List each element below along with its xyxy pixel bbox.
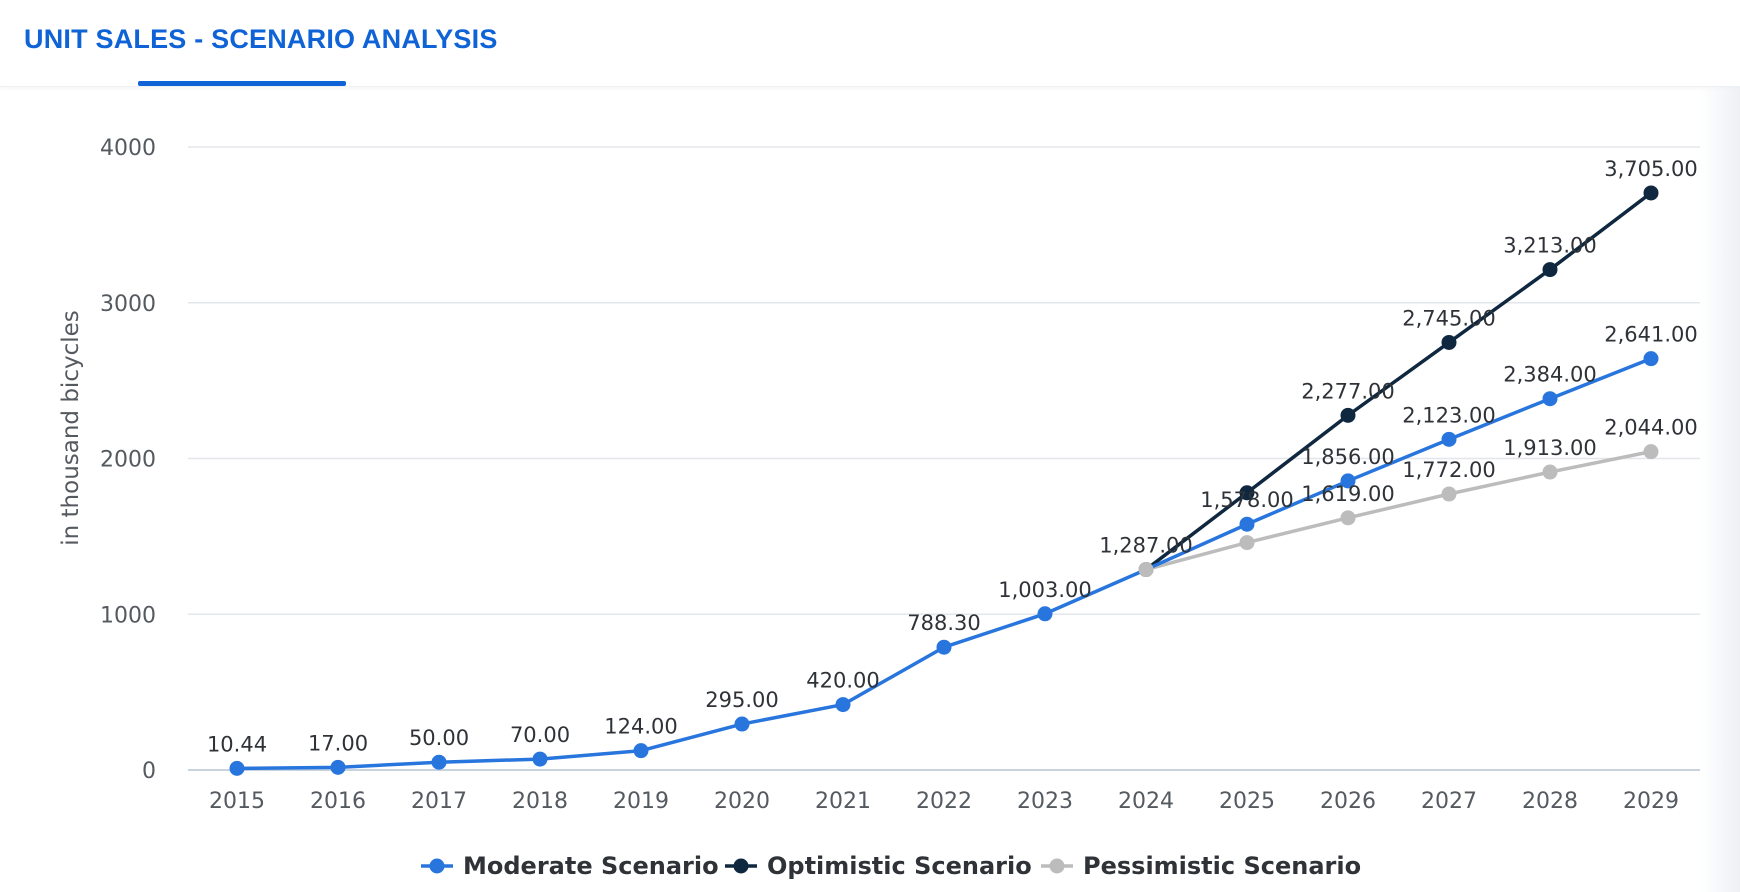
legend-item-label: Pessimistic Scenario	[1083, 852, 1361, 880]
data-point	[1441, 431, 1457, 447]
data-label: 50.00	[409, 726, 469, 750]
x-tick-label: 2027	[1421, 789, 1477, 814]
data-point	[1542, 464, 1558, 480]
legend-marker	[1049, 858, 1065, 874]
data-point	[1441, 334, 1457, 350]
x-tick-label: 2028	[1522, 789, 1578, 814]
scroll-edge-shadow	[1700, 86, 1740, 892]
data-label: 2,123.00	[1402, 403, 1496, 427]
y-tick-label: 4000	[100, 136, 156, 161]
data-point	[229, 760, 245, 776]
legend-item-label: Optimistic Scenario	[767, 852, 1032, 880]
x-tick-label: 2019	[613, 789, 669, 814]
legend: Moderate Scenario Optimistic Scenario Pess…	[421, 852, 1361, 880]
y-tick-label: 3000	[100, 292, 156, 317]
x-tick-label: 2018	[512, 789, 568, 814]
data-label: 2,384.00	[1503, 363, 1597, 387]
data-label: 10.44	[207, 732, 267, 756]
data-point	[1239, 516, 1255, 532]
grid-lines	[188, 146, 1700, 771]
data-point	[1643, 444, 1659, 460]
data-label: 3,213.00	[1503, 234, 1597, 258]
series-line	[1145, 449, 1652, 572]
y-axis-label: in thousand bicycles	[58, 310, 84, 546]
data-point	[1441, 486, 1457, 502]
data-point	[734, 716, 750, 732]
x-tick-label: 2024	[1118, 789, 1174, 814]
active-tab-indicator	[138, 81, 346, 86]
x-tick-label: 2021	[815, 789, 871, 814]
data-labels: 10.44 17.00 50.00 70.00 124.00 295.00 420.00 78…	[207, 157, 1698, 756]
data-label: 295.00	[705, 688, 778, 712]
series-points	[229, 185, 1659, 776]
data-point	[1340, 407, 1356, 423]
data-point	[1239, 485, 1255, 501]
data-label: 1,619.00	[1301, 482, 1395, 506]
data-label: 1,913.00	[1503, 436, 1597, 460]
legend-item-label: Moderate Scenario	[463, 852, 719, 880]
data-label: 2,277.00	[1301, 379, 1395, 403]
x-tick-label: 2023	[1017, 789, 1073, 814]
data-point	[1340, 473, 1356, 489]
data-label: 420.00	[806, 669, 879, 693]
data-point	[1643, 351, 1659, 367]
y-tick-label: 0	[142, 759, 156, 784]
data-point	[1542, 391, 1558, 407]
data-point	[532, 751, 548, 767]
data-label: 2,044.00	[1604, 416, 1698, 440]
data-point	[633, 743, 649, 759]
y-axis-ticks: 0 1000 2000 3000 4000	[100, 136, 156, 784]
data-label: 1,856.00	[1301, 445, 1395, 469]
data-label: 2,745.00	[1402, 306, 1496, 330]
legend-marker	[429, 858, 445, 874]
data-point	[1138, 562, 1154, 578]
data-point	[1037, 606, 1053, 622]
x-axis-ticks: 2015 2016 2017 2018 2019 2020 2021 2022 2023 2024…	[209, 789, 1679, 814]
data-point	[1542, 262, 1558, 278]
data-label: 1,578.00	[1200, 488, 1294, 512]
x-tick-label: 2022	[916, 789, 972, 814]
data-point	[1643, 185, 1659, 201]
data-label: 3,705.00	[1604, 157, 1698, 181]
data-label: 1,003.00	[998, 578, 1092, 602]
x-tick-label: 2025	[1219, 789, 1275, 814]
x-tick-label: 2020	[714, 789, 770, 814]
data-point	[1340, 510, 1356, 526]
y-tick-label: 2000	[100, 448, 156, 473]
x-tick-label: 2026	[1320, 789, 1376, 814]
data-point	[330, 759, 346, 775]
data-point	[431, 754, 447, 770]
data-label: 1,772.00	[1402, 458, 1496, 482]
data-point	[1239, 535, 1255, 551]
x-tick-label: 2017	[411, 789, 467, 814]
legend-marker	[733, 858, 749, 874]
series-line	[1144, 191, 1653, 571]
x-tick-label: 2016	[310, 789, 366, 814]
data-label: 1,287.00	[1099, 534, 1193, 558]
data-label: 17.00	[308, 731, 368, 755]
x-tick-label: 2029	[1623, 789, 1679, 814]
data-label: 2,641.00	[1604, 323, 1698, 347]
y-tick-label: 1000	[100, 603, 156, 628]
tab-unit-sales-scenario-analysis[interactable]: UNIT SALES - SCENARIO ANALYSIS	[24, 24, 498, 54]
x-tick-label: 2015	[209, 789, 265, 814]
data-label: 124.00	[604, 715, 677, 739]
data-point	[835, 697, 851, 713]
data-label: 788.30	[907, 611, 980, 635]
data-point	[936, 639, 952, 655]
data-label: 70.00	[510, 723, 570, 747]
chart-header: UNIT SALES - SCENARIO ANALYSIS	[0, 0, 1740, 87]
